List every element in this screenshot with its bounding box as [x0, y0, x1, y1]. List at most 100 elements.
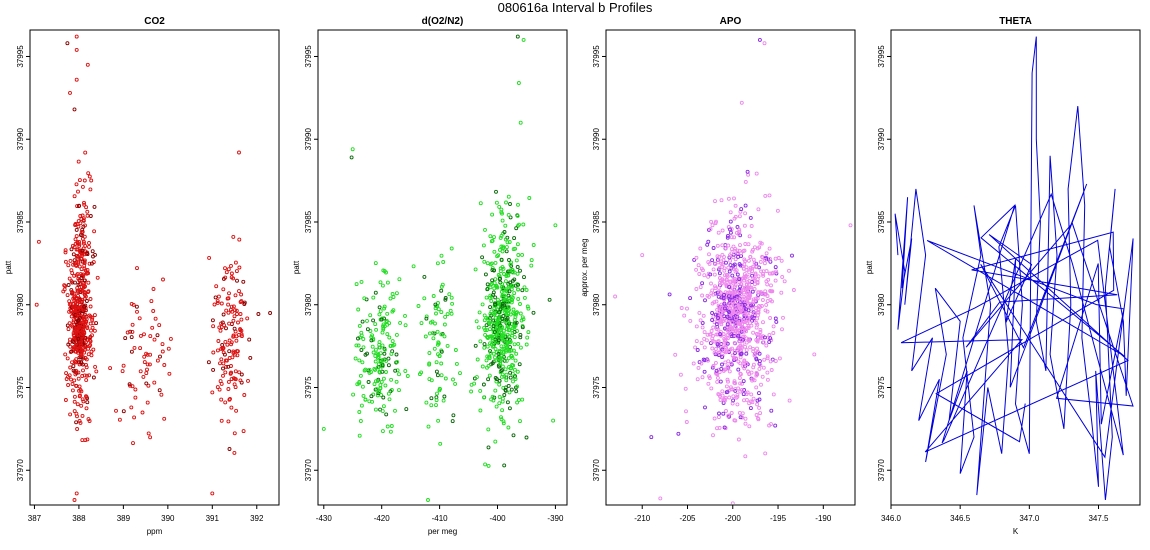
data-point [229, 271, 234, 276]
data-point [77, 419, 82, 423]
data-point [764, 279, 769, 284]
data-point [384, 370, 388, 374]
data-point [359, 330, 364, 335]
data-point [359, 403, 364, 408]
data-point [729, 227, 734, 232]
data-point [736, 333, 741, 338]
data-point [735, 225, 740, 229]
data-point [511, 348, 516, 353]
data-point [379, 317, 384, 322]
data-point [360, 360, 365, 365]
data-point [720, 252, 725, 257]
data-point [239, 299, 244, 304]
data-point [431, 336, 436, 341]
data-point [720, 243, 725, 248]
data-marks [613, 37, 853, 504]
data-point [755, 310, 760, 315]
data-point [439, 361, 444, 366]
data-point [725, 322, 730, 327]
data-point [736, 367, 741, 372]
data-point [502, 309, 507, 314]
data-point [77, 328, 82, 333]
data-point [733, 214, 738, 219]
data-point [658, 496, 663, 501]
data-point [767, 193, 772, 198]
data-point [506, 425, 511, 430]
data-point [732, 235, 737, 240]
y-tick-label: 37970 [304, 459, 313, 482]
data-point [490, 266, 495, 271]
data-point [74, 384, 79, 388]
data-point [354, 282, 359, 287]
data-point [493, 347, 498, 351]
data-point [757, 366, 762, 371]
data-point [500, 303, 505, 308]
data-point [500, 356, 505, 361]
data-point [773, 256, 778, 261]
data-point [684, 409, 688, 414]
data-point [78, 306, 83, 311]
data-point [729, 334, 734, 339]
x-tick-label: 347.5 [1088, 514, 1109, 523]
data-point [72, 294, 77, 299]
data-point [725, 366, 730, 371]
data-point [219, 346, 224, 351]
data-point [485, 335, 490, 340]
data-point [754, 325, 759, 330]
data-point [218, 361, 222, 366]
data-point [499, 233, 504, 238]
data-point [394, 379, 399, 384]
data-point [162, 363, 167, 367]
data-point [71, 368, 76, 373]
data-point [723, 360, 728, 365]
data-point [728, 301, 732, 306]
data-point [705, 293, 710, 298]
data-point [749, 392, 754, 397]
data-point [758, 327, 763, 332]
data-point [373, 407, 378, 412]
data-point [217, 387, 222, 392]
data-point [774, 269, 779, 274]
data-point [486, 463, 491, 468]
data-point [761, 269, 766, 274]
data-point [763, 451, 768, 456]
data-point [694, 255, 699, 260]
data-point [726, 265, 731, 270]
data-point [694, 267, 699, 272]
y-tick-label: 37995 [16, 45, 25, 68]
data-point [529, 258, 534, 263]
data-point [359, 348, 364, 352]
x-tick-label: -195 [770, 514, 787, 523]
data-point [216, 339, 221, 343]
data-point [74, 349, 79, 354]
data-point [509, 353, 514, 358]
data-point [696, 365, 701, 370]
data-point [714, 368, 719, 373]
data-point [384, 412, 389, 417]
data-point [492, 312, 497, 317]
data-point [733, 388, 738, 393]
data-point [744, 315, 749, 319]
data-point [141, 374, 146, 379]
data-point [520, 288, 525, 293]
data-point [705, 332, 710, 337]
data-point [737, 376, 742, 380]
data-point [705, 242, 710, 247]
data-point [731, 394, 736, 399]
data-point [95, 275, 100, 280]
data-point [516, 282, 521, 287]
data-point [507, 289, 512, 294]
data-point [130, 322, 135, 327]
data-point [229, 275, 234, 280]
data-point [478, 388, 483, 393]
data-point [512, 291, 517, 296]
data-point [458, 371, 462, 376]
data-point [68, 337, 72, 342]
data-point [77, 178, 82, 183]
data-point [716, 415, 721, 420]
data-point [74, 234, 79, 239]
data-point [73, 346, 77, 351]
data-point [369, 338, 374, 343]
data-point [378, 280, 383, 285]
data-point [153, 316, 158, 321]
